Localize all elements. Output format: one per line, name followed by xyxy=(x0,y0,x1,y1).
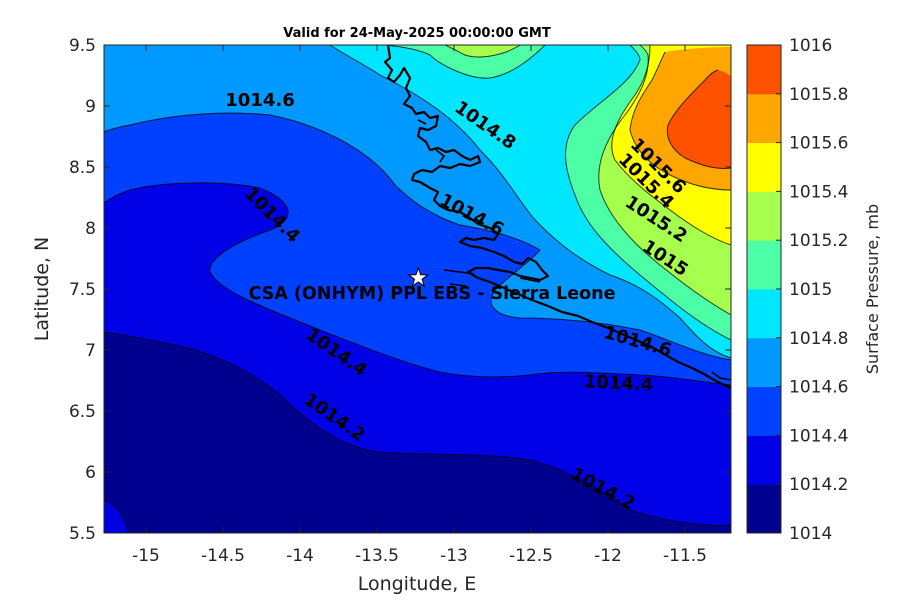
colorbar-tick-label: 1015 xyxy=(789,280,832,300)
site-label: CSA (ONHYM) PPL EBS - Sierra Leone xyxy=(249,284,616,304)
x-tick-label: -14 xyxy=(286,546,314,566)
y-tick-label: 8.5 xyxy=(69,158,96,178)
colorbar-tick-label: 1016 xyxy=(789,36,832,56)
contour-label: 1014.4 xyxy=(583,371,653,396)
y-axis: 9.5 9 8.5 8 7.5 7 6.5 6 5.5 Latitude, N xyxy=(31,36,731,544)
contour-band-1014-2-sw xyxy=(104,500,128,533)
y-axis-label: Latitude, N xyxy=(31,237,53,342)
colorbar-tick-label: 1015.6 xyxy=(789,134,848,154)
colorbar-segment xyxy=(747,45,781,95)
colorbar-segment xyxy=(747,435,781,485)
coastline xyxy=(383,45,731,390)
colorbar-segment xyxy=(747,191,781,241)
y-tick-label: 9.5 xyxy=(69,36,96,56)
coastline-islands xyxy=(417,119,731,381)
colorbar-tick-label: 1014.8 xyxy=(789,329,848,349)
colorbar-label: Surface Pressure, mb xyxy=(863,204,882,374)
colorbar-segment xyxy=(747,337,781,388)
colorbar-tick-label: 1015.2 xyxy=(789,231,848,251)
colorbar-segment xyxy=(747,484,781,534)
colorbar-tick-label: 1015.8 xyxy=(789,85,848,105)
colorbar-segment xyxy=(747,240,781,290)
x-axis: -15 -14.5 -14 -13.5 -13 -12.5 -12 -11.5 … xyxy=(132,45,707,595)
x-tick-label: -13 xyxy=(440,546,468,566)
y-tick-label: 6 xyxy=(85,463,96,483)
x-tick-label: -15 xyxy=(132,546,160,566)
contour-lines xyxy=(104,45,731,533)
star-icon xyxy=(407,266,430,288)
colorbar-tick-label: 1015.4 xyxy=(789,182,848,202)
x-tick-label: -13.5 xyxy=(355,546,399,566)
plot-title: Valid for 24-May-2025 00:00:00 GMT xyxy=(283,26,551,41)
colorbar-tick-label: 1014 xyxy=(789,524,832,544)
y-tick-label: 7.5 xyxy=(69,280,96,300)
y-tick-label: 9 xyxy=(85,97,96,117)
contour-band-1015-8 xyxy=(667,70,731,169)
y-tick-label: 8 xyxy=(85,219,96,239)
colorbar-tick-label: 1014.2 xyxy=(789,475,848,495)
colorbar-segment xyxy=(747,142,781,192)
x-tick-label: -11.5 xyxy=(663,546,707,566)
map-plot-area: 1014.6 1014.8 1014.4 1014.6 1015.6 1015.… xyxy=(104,45,731,533)
colorbar-segment xyxy=(747,289,781,339)
colorbar-tick-label: 1014.4 xyxy=(789,426,848,446)
y-tick-label: 7 xyxy=(85,341,96,361)
x-tick-label: -12 xyxy=(594,546,622,566)
colorbar: 1014 1014.2 1014.4 1014.6 1014.8 1015 1015.2 10… xyxy=(746,36,882,544)
colorbar-segment xyxy=(747,93,781,144)
x-tick-label: -14.5 xyxy=(201,546,245,566)
colorbar-tick-label: 1014.6 xyxy=(789,378,848,398)
y-tick-label: 5.5 xyxy=(69,524,96,544)
x-tick-label: -12.5 xyxy=(509,546,553,566)
y-tick-label: 6.5 xyxy=(69,402,96,422)
x-axis-label: Longitude, E xyxy=(358,573,477,595)
colorbar-segment xyxy=(747,386,781,436)
contour-label: 1014.6 xyxy=(225,90,294,111)
